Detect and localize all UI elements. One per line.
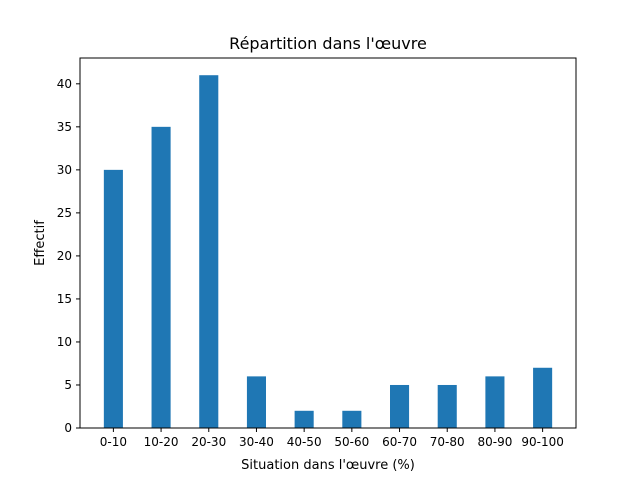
bar-70-80: [437, 384, 457, 428]
y-tick-label: 0: [64, 421, 72, 435]
bar-80-90: [485, 376, 505, 428]
bar-90-100: [533, 367, 553, 428]
y-tick-label: 10: [57, 335, 72, 349]
x-axis-label: Situation dans l'œuvre (%): [241, 458, 415, 473]
x-tick-label: 0-10: [100, 435, 127, 449]
y-axis-label: Effectif: [33, 220, 48, 266]
plot-frame: [79, 57, 577, 429]
x-tick-label: 10-20: [144, 435, 179, 449]
bar-50-60: [342, 410, 362, 428]
x-tick-label: 50-60: [334, 435, 369, 449]
x-tick-label: 90-100: [521, 435, 564, 449]
x-tick-label: 80-90: [477, 435, 512, 449]
y-tick-label: 35: [57, 120, 72, 134]
x-tick-label: 40-50: [287, 435, 322, 449]
x-tick-label: 20-30: [191, 435, 226, 449]
bar-30-40: [246, 376, 266, 428]
y-tick-label: 5: [64, 378, 72, 392]
chart-title: Répartition dans l'œuvre: [229, 34, 427, 53]
x-axis-ticks: 0-10 10-20 20-30 30-40 40-50 50-60 60-70 70-80 8…: [100, 428, 564, 449]
bar-10-20: [151, 126, 171, 428]
y-tick-label: 40: [57, 77, 72, 91]
bar-60-70: [390, 384, 410, 428]
bar-20-30: [199, 75, 219, 429]
bars-group: [103, 75, 553, 429]
y-tick-label: 15: [57, 292, 72, 306]
x-tick-label: 70-80: [430, 435, 465, 449]
bar-0-10: [103, 169, 123, 428]
x-tick-label: 30-40: [239, 435, 274, 449]
y-axis-ticks: 0 5 10 15 20 25 30 35 40: [57, 77, 80, 435]
x-tick-label: 60-70: [382, 435, 417, 449]
y-tick-label: 25: [57, 206, 72, 220]
y-tick-label: 30: [57, 163, 72, 177]
y-tick-label: 20: [57, 249, 72, 263]
bar-40-50: [294, 410, 314, 428]
